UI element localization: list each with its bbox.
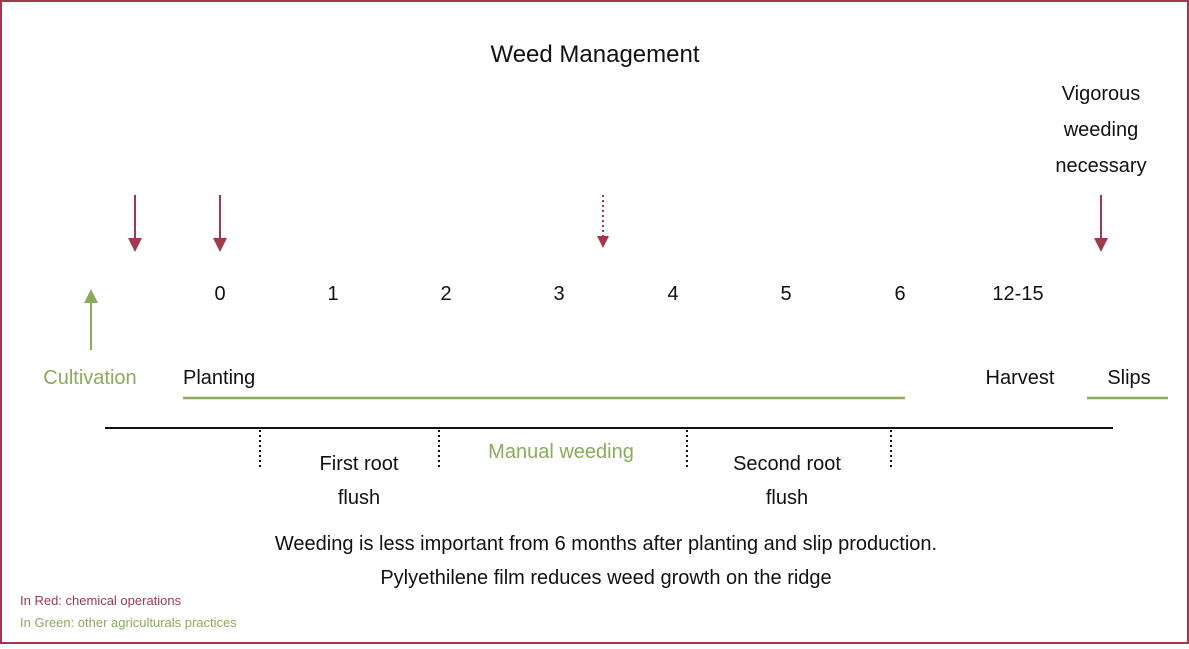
legend-green: In Green: other agriculturals practices — [20, 615, 237, 630]
first-flush: First root — [320, 453, 399, 475]
month: 6 — [894, 283, 905, 305]
note: Weeding is less important from 6 months … — [275, 533, 937, 555]
month: 1 — [327, 283, 338, 305]
month: 4 — [667, 283, 678, 305]
note: Pylyethilene film reduces weed growth on… — [380, 567, 831, 589]
month: 12-15 — [992, 283, 1043, 305]
slips: Slips — [1107, 367, 1150, 389]
harvest: Harvest — [986, 367, 1055, 389]
planting: Planting — [183, 367, 255, 389]
first-flush: flush — [338, 487, 380, 509]
title: Weed Management — [490, 41, 699, 68]
month: 2 — [440, 283, 451, 305]
arrows — [84, 195, 1108, 350]
cultivation: Cultivation — [43, 367, 136, 389]
vigorous: weeding — [1063, 119, 1139, 141]
second-flush: Second root — [733, 453, 841, 475]
second-flush: flush — [766, 487, 808, 509]
months: 0 1 2 3 4 5 6 12-15 — [214, 283, 1043, 305]
dividers — [259, 430, 892, 470]
month: 0 — [214, 283, 225, 305]
vigorous: necessary — [1055, 155, 1146, 177]
month: 5 — [780, 283, 791, 305]
manual-weeding: Manual weeding — [488, 441, 634, 463]
legend-red: In Red: chemical operations — [20, 593, 182, 608]
month: 3 — [553, 283, 564, 305]
vigorous: Vigorous — [1062, 83, 1141, 105]
